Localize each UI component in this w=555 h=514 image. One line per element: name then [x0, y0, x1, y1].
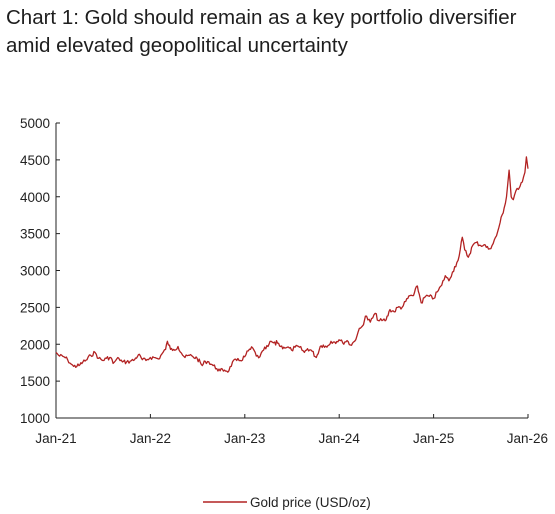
chart-title: Chart 1: Gold should remain as a key por…: [6, 6, 517, 57]
y-tick-label: 2000: [20, 337, 50, 352]
x-tick-label: Jan-23: [224, 431, 265, 446]
y-tick-label: 1500: [20, 374, 50, 389]
y-tick-label: 4500: [20, 153, 50, 168]
x-tick-label: Jan-21: [35, 431, 76, 446]
legend-label: Gold price (USD/oz): [250, 495, 371, 510]
y-tick-label: 3500: [20, 227, 50, 242]
series-line-gold-price: [55, 156, 529, 373]
x-axis: Jan-21 Jan-22 Jan-23 Jan-24 Jan-25 Jan-26: [35, 414, 548, 446]
x-tick-label: Jan-24: [319, 431, 361, 446]
y-tick-label: 4000: [20, 190, 50, 205]
y-tick-label: 5000: [20, 116, 50, 131]
y-tick-label: 1000: [20, 411, 50, 426]
y-axis: 5000 4500 4000 3500 3000 2500 2000 1500 1000: [20, 116, 60, 426]
series-layer: [55, 156, 529, 373]
y-tick-label: 3000: [20, 264, 50, 279]
x-tick-label: Jan-25: [413, 431, 454, 446]
x-tick-label: Jan-22: [130, 431, 171, 446]
x-tick-label: Jan-26: [507, 431, 548, 446]
legend: Gold price (USD/oz): [203, 495, 371, 510]
y-tick-label: 2500: [20, 300, 50, 315]
